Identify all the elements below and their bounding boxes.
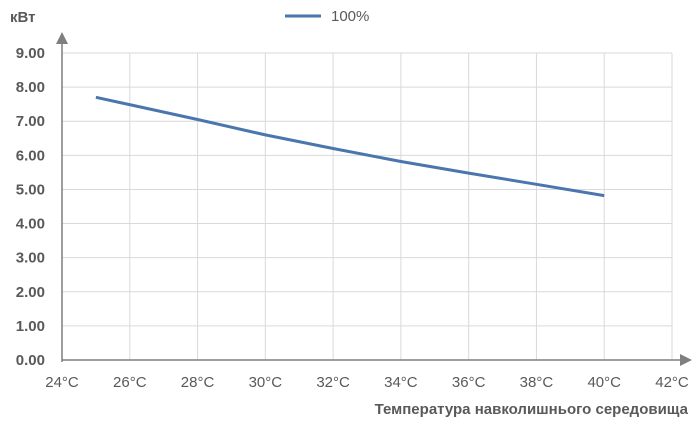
- y-tick-label: 4.00: [16, 216, 45, 233]
- axes: [56, 32, 692, 366]
- x-tick-label: 26°C: [113, 374, 147, 391]
- y-tick-label: 7.00: [16, 113, 45, 130]
- x-tick-labels: 24°C 26°C 28°C 30°C 32°C 34°C 36°C 38°C 40°C 42°C: [45, 374, 689, 391]
- y-tick-label: 0.00: [16, 352, 45, 369]
- gridlines: [62, 52, 673, 360]
- y-tick-label: 5.00: [16, 181, 45, 198]
- x-tick-label: 24°C: [45, 374, 79, 391]
- y-axis-label: кВт: [10, 9, 36, 26]
- x-tick-label: 40°C: [587, 374, 621, 391]
- x-tick-label: 36°C: [452, 374, 486, 391]
- x-tick-label: 34°C: [384, 374, 418, 391]
- x-tick-label: 28°C: [181, 374, 215, 391]
- y-tick-label: 1.00: [16, 318, 45, 335]
- y-tick-label: 2.00: [16, 284, 45, 301]
- y-tick-label: 3.00: [16, 250, 45, 267]
- y-tick-label: 6.00: [16, 147, 45, 164]
- y-axis-arrow-icon: [56, 32, 68, 44]
- y-tick-label: 9.00: [16, 45, 45, 62]
- x-tick-label: 32°C: [316, 374, 350, 391]
- x-tick-label: 30°C: [249, 374, 283, 391]
- x-axis-arrow-icon: [680, 354, 692, 366]
- series-line-0: [95, 95, 605, 198]
- series-layer: [95, 95, 605, 198]
- y-tick-label: 8.00: [16, 79, 45, 96]
- x-tick-label: 38°C: [520, 374, 554, 391]
- x-tick-label: 42°C: [655, 374, 689, 391]
- legend-label-100: 100%: [331, 8, 369, 25]
- legend: 100%: [285, 8, 369, 25]
- x-axis-label: Температура навколишнього середовища: [375, 401, 689, 418]
- y-tick-labels: 0.00 1.00 2.00 3.00 4.00 5.00 6.00 7.00 8.00 9.00: [16, 45, 45, 369]
